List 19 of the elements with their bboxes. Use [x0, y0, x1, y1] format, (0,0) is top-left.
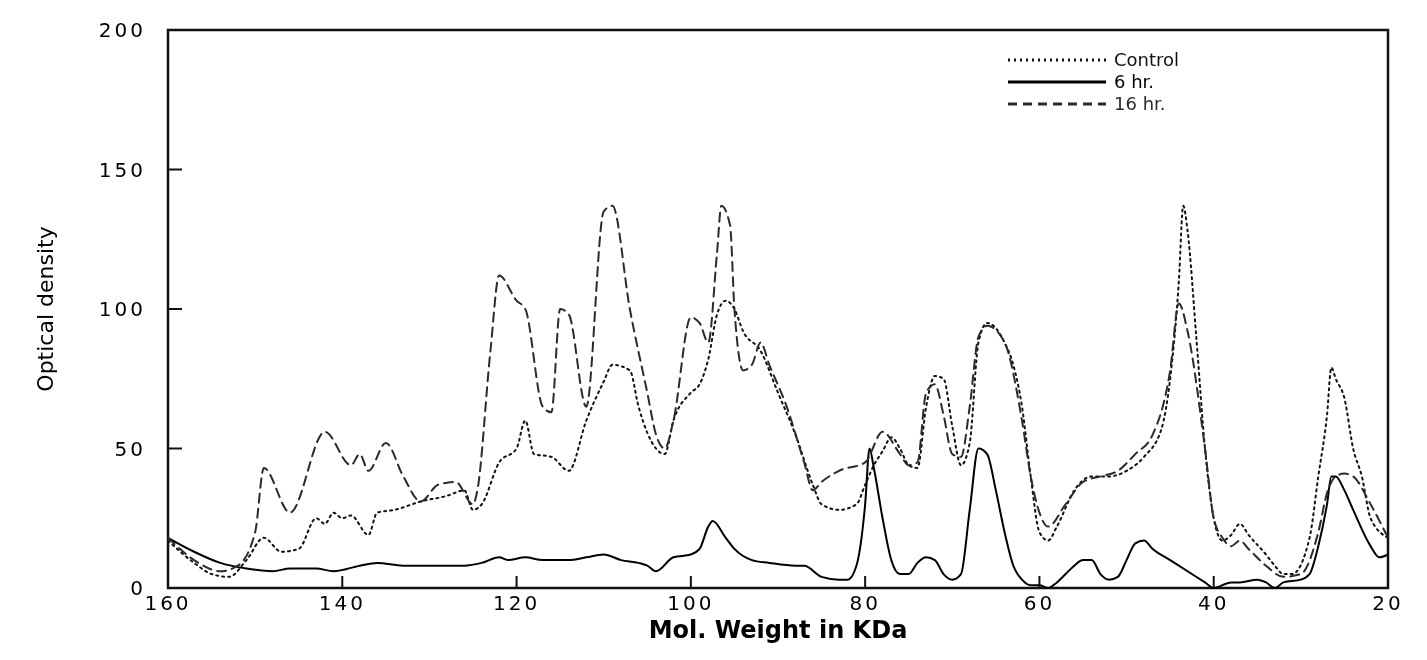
- y-tick-label: 100: [98, 297, 146, 321]
- x-tick-label: 80: [849, 591, 881, 615]
- x-tick-label: 140: [318, 591, 366, 615]
- y-tick-label: 200: [98, 18, 146, 42]
- x-tick-label: 160: [144, 591, 192, 615]
- line-series: [167, 447, 1389, 589]
- y-tick-label: 50: [114, 436, 146, 461]
- y-tick-label: 0: [130, 576, 146, 600]
- y-tick-label: 150: [98, 157, 146, 182]
- x-tick-label: 100: [667, 591, 715, 615]
- x-tick-label: 20: [1372, 591, 1404, 615]
- y-axis-title: Optical density: [33, 226, 58, 392]
- x-tick-label: 60: [1023, 591, 1056, 615]
- text: 6 hr.: [1114, 71, 1155, 92]
- x-tick-label: 40: [1197, 591, 1230, 615]
- x-axis-title: Mol. Weight in KDa: [648, 616, 908, 644]
- x-tick-label: 120: [492, 591, 541, 615]
- text: 16 hr.: [1114, 93, 1166, 114]
- text: Control: [1114, 49, 1180, 70]
